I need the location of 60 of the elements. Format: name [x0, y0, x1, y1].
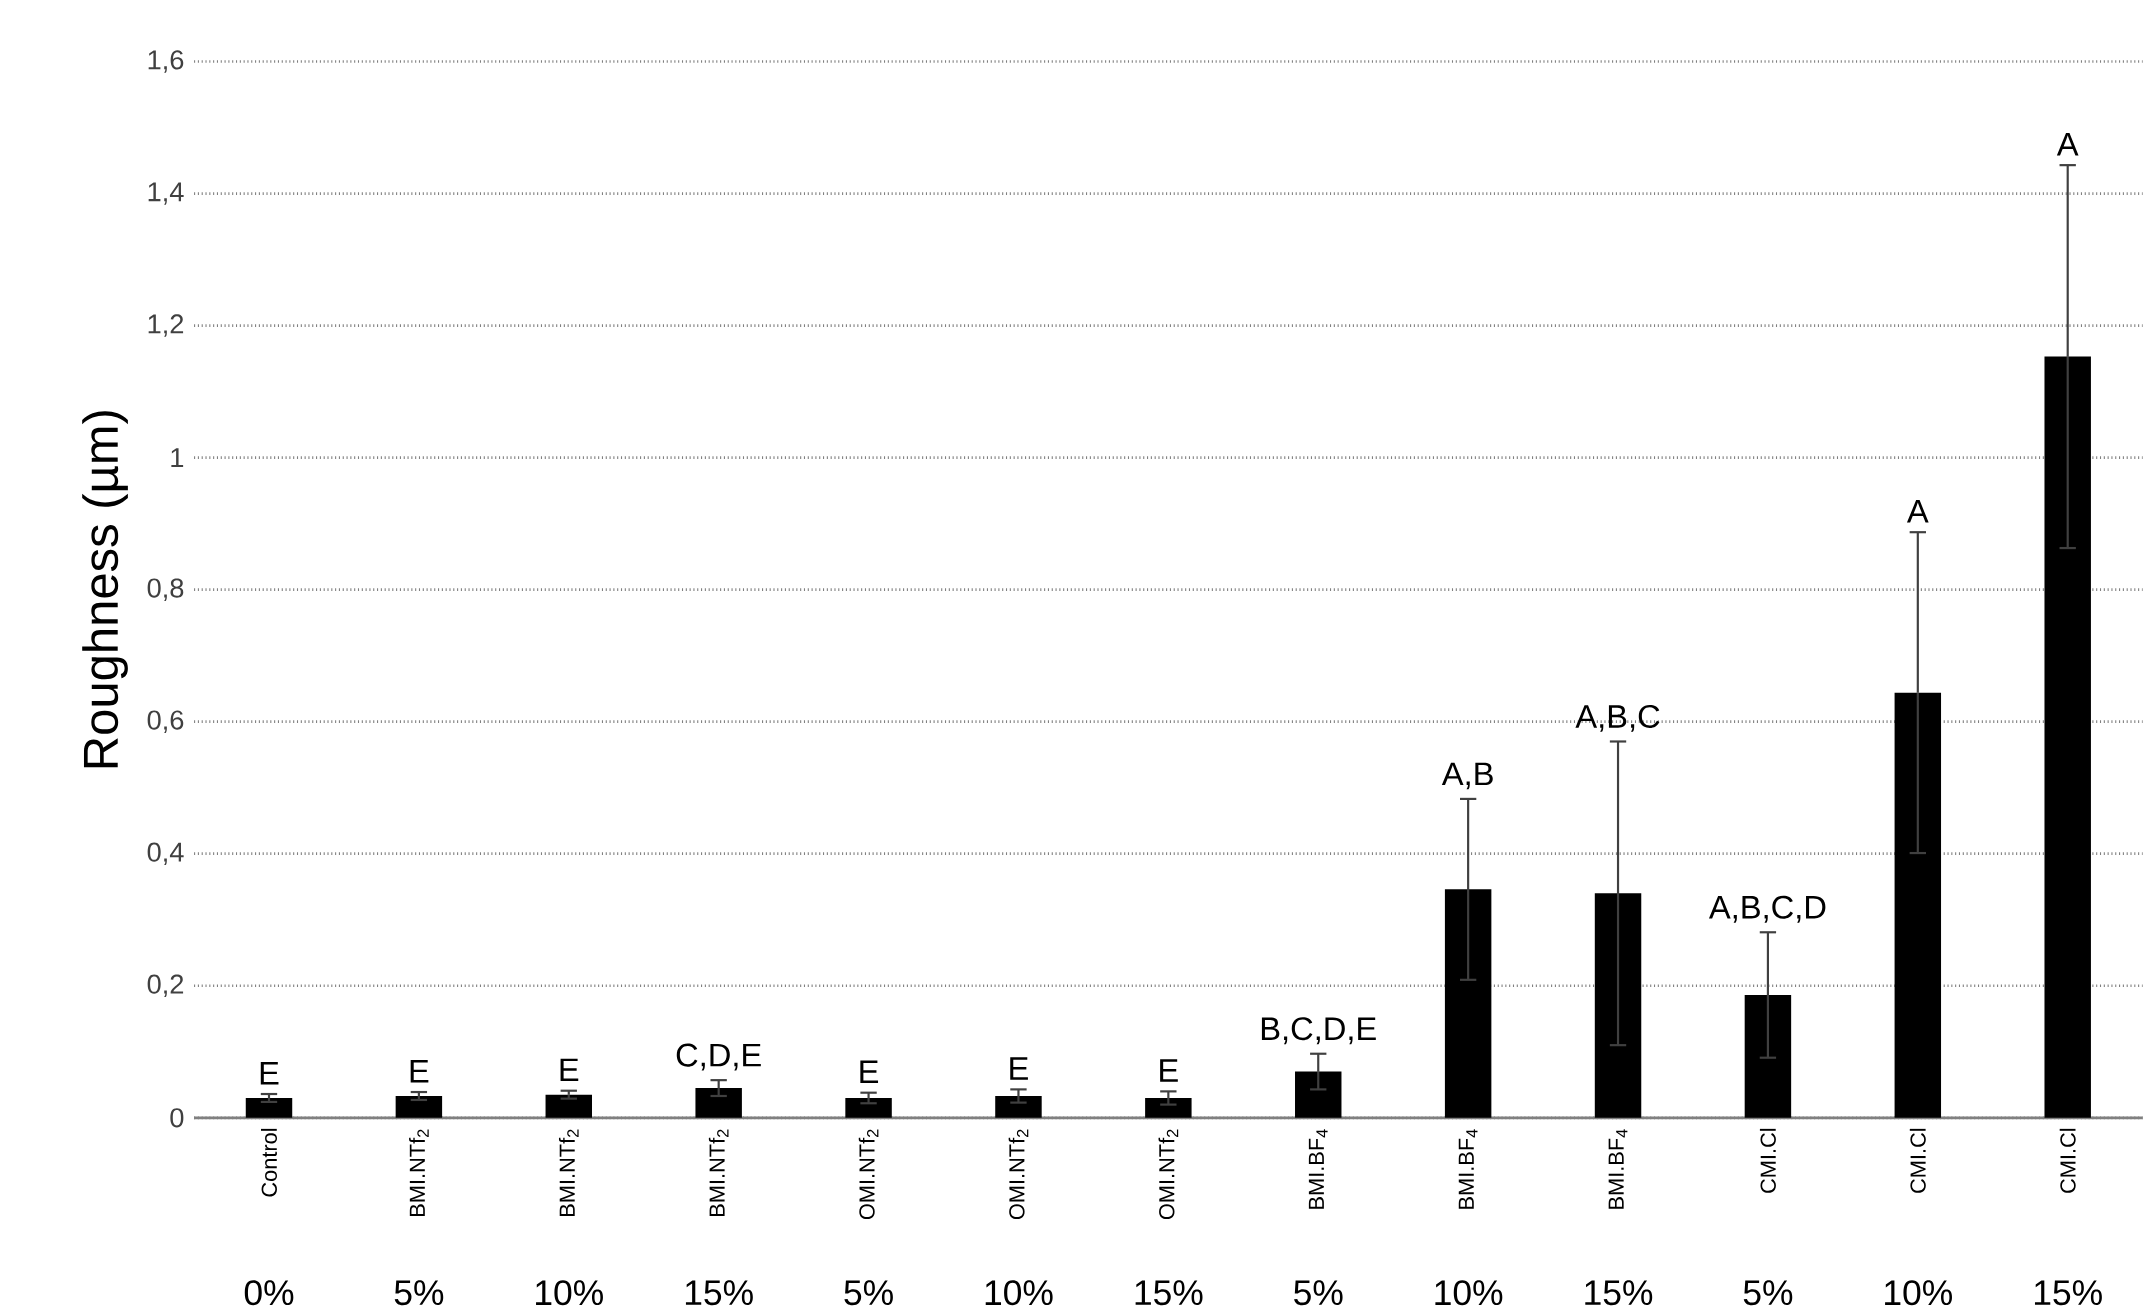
y-tick-label: 1,6	[148, 50, 184, 73]
x-tick-label: BMI.NTf$_{2}$	[558, 1129, 579, 1216]
annotation: C,D,E	[676, 1043, 761, 1071]
x-tick-label: Control	[260, 1128, 277, 1197]
bar	[1894, 692, 1942, 1118]
annotation: A	[1906, 499, 1929, 523]
bar	[395, 1095, 443, 1118]
y-tick-label: 1	[171, 448, 184, 467]
x-tick-label: BMI.BF$_{4}$	[1308, 1129, 1328, 1209]
y-tick-label: 0,4	[147, 842, 184, 865]
bar	[545, 1094, 593, 1118]
x-tick-label: CMI.Cl	[1759, 1128, 1776, 1193]
y-tick-label: 1,4	[148, 182, 184, 205]
annotation: E	[1010, 1057, 1028, 1080]
bar	[995, 1095, 1042, 1118]
text: 15%	[2034, 1280, 2102, 1305]
x-tick-label: OMI.NTf$_{2}$	[1158, 1129, 1179, 1219]
y-axis-title: Roughness (µm)	[82, 411, 128, 768]
text: 5%	[1294, 1280, 1343, 1305]
annotation: A,B	[1441, 762, 1493, 790]
annotation: E	[1160, 1059, 1178, 1082]
annotation: B,C,D,E	[1261, 1017, 1376, 1044]
text: 5%	[1743, 1280, 1793, 1305]
text: 10%	[985, 1280, 1053, 1306]
x-tick-label: CMI.Cl	[2059, 1128, 2076, 1193]
x-tick-label: BMI.BF$_{4}$	[1458, 1129, 1478, 1209]
x-tick-label: BMI.NTf$_{2}$	[708, 1129, 729, 1216]
annotation: A,B,C,D	[1708, 895, 1826, 923]
bar	[845, 1097, 892, 1118]
x-tick-label: BMI.BF$_{4}$	[1608, 1129, 1628, 1209]
x-tick-label: BMI.NTf$_{2}$	[409, 1129, 429, 1216]
x-tick-label: OMI.NTf$_{2}$	[1008, 1129, 1029, 1219]
x-tick-label: CMI.Cl	[1909, 1128, 1926, 1193]
text: 15%	[685, 1280, 753, 1305]
annotation: E	[860, 1060, 879, 1083]
text: 15%	[1135, 1280, 1203, 1305]
text: 10%	[1435, 1280, 1503, 1306]
bar	[1444, 889, 1492, 1118]
annotation: A,B,C	[1575, 704, 1660, 732]
text: 15%	[1585, 1280, 1653, 1305]
y-tick-label: 0	[170, 1108, 184, 1128]
text: 10%	[536, 1280, 603, 1306]
text: 0%	[244, 1280, 294, 1306]
annotation: E	[560, 1058, 579, 1081]
x-tick-label: OMI.NTf$_{2}$	[858, 1129, 879, 1219]
y-tick-label: 0,6	[147, 710, 184, 733]
bar	[1295, 1071, 1342, 1118]
annotation: E	[410, 1059, 429, 1083]
y-tick-label: 1,2	[148, 314, 184, 337]
y-tick-label: 0,8	[147, 578, 184, 601]
bar	[1145, 1097, 1192, 1118]
text: 5%	[394, 1280, 444, 1305]
text: 10%	[1885, 1280, 1952, 1306]
annotation: E	[260, 1061, 279, 1085]
text: 5%	[844, 1280, 893, 1305]
bar	[695, 1087, 742, 1118]
annotation: A	[2056, 132, 2079, 156]
y-tick-label: 0,2	[147, 974, 184, 997]
bar	[245, 1097, 293, 1118]
bar	[2044, 356, 2091, 1118]
